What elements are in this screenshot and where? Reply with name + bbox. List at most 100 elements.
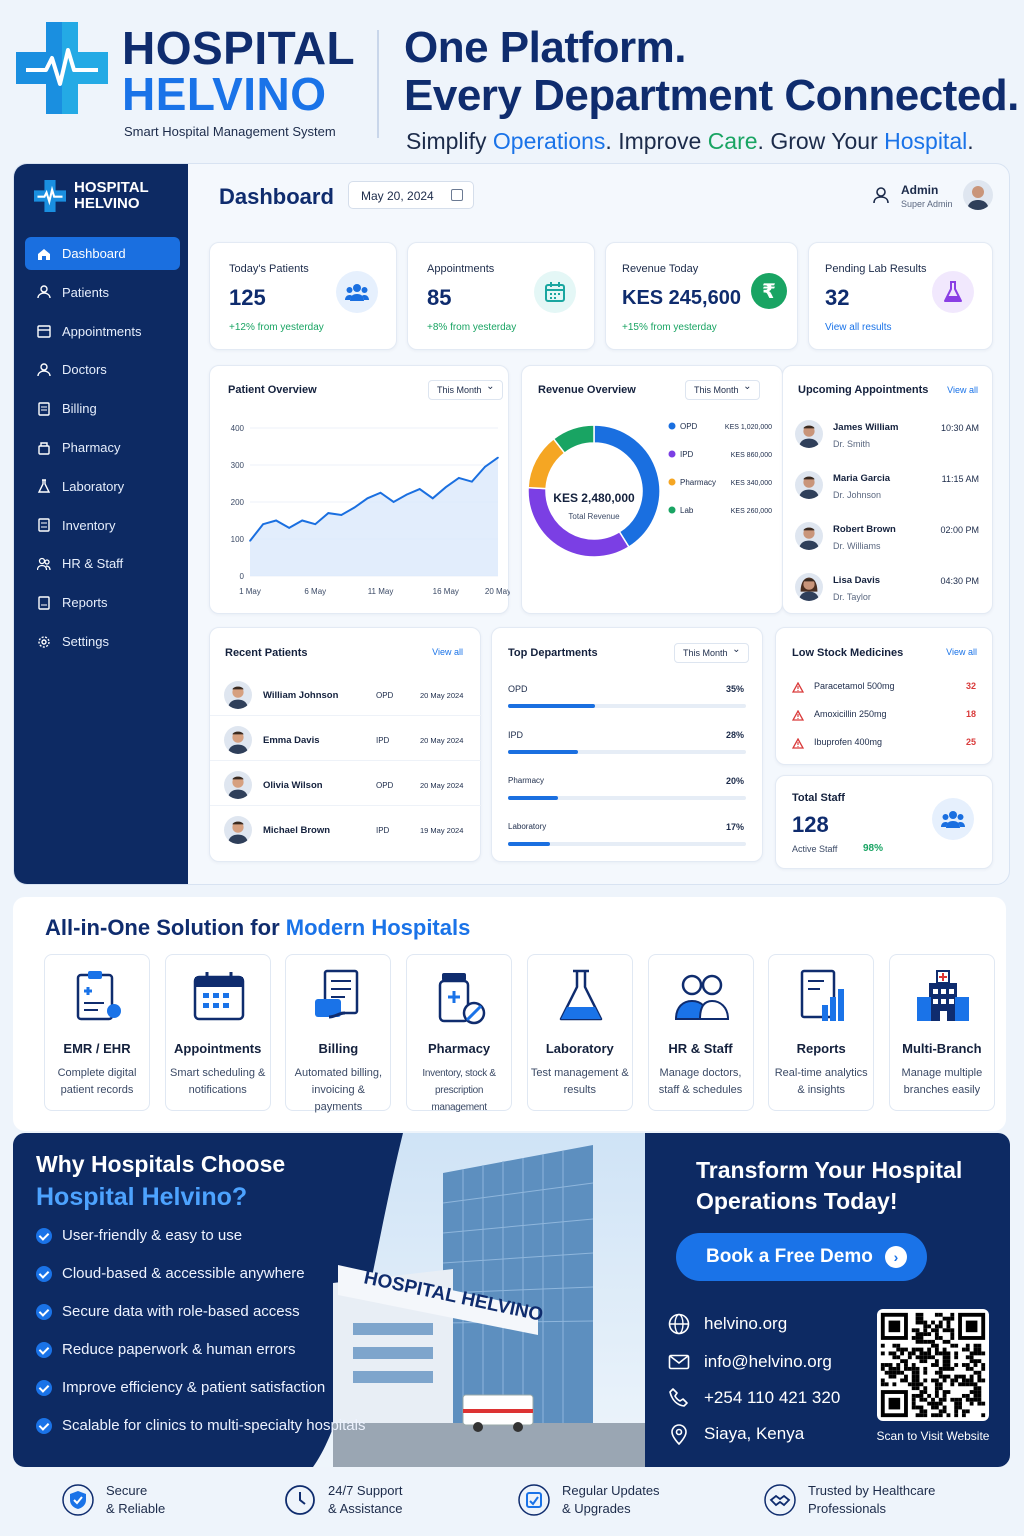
footer-support: 24/7 Support & Assistance bbox=[284, 1482, 402, 1518]
feature-card-laboratory[interactable]: Laboratory Test management & results bbox=[526, 954, 633, 1111]
legend-label: OPD bbox=[680, 422, 698, 431]
cta-title: Transform Your Hospital Operations Today… bbox=[696, 1157, 963, 1214]
appointment-doctor: Dr. Williams bbox=[833, 541, 881, 551]
feature-card-pharmacy[interactable]: Pharmacy Inventory, stock & prescription … bbox=[406, 954, 513, 1113]
feature-card-emr-ehr[interactable]: EMR / EHR Complete digital patient record… bbox=[44, 954, 150, 1111]
top-departments-card: Top Departments This Month OPD 35% IPD 28% P… bbox=[491, 627, 763, 862]
patients-group-icon bbox=[336, 271, 378, 313]
department-pct: 35% bbox=[725, 684, 744, 694]
department-bar bbox=[508, 796, 558, 800]
appointment-patient-name: James William bbox=[833, 422, 899, 433]
sidebar-item-label: Reports bbox=[62, 595, 108, 611]
headline-line2: Every Department Connected. bbox=[404, 71, 1019, 120]
update-icon bbox=[518, 1484, 550, 1516]
appointment-row[interactable]: James William Dr. Smith 10:30 AM bbox=[783, 416, 994, 460]
page-title: Dashboard bbox=[219, 184, 334, 209]
kpi-card-revenue[interactable]: Revenue Today KES 245,600 +15% from yest… bbox=[605, 242, 798, 350]
sidebar-item-hr-staff[interactable]: HR & Staff bbox=[25, 547, 180, 580]
sidebar-item-label: HR & Staff bbox=[62, 556, 124, 572]
active-staff-label: Active Staff bbox=[792, 844, 838, 854]
feature-card-hr-staff[interactable]: HR & Staff Manage doctors, staff & schedu… bbox=[647, 954, 754, 1111]
table-row[interactable]: Michael Brown IPD 19 May 2024 bbox=[210, 811, 482, 851]
department-bar-track bbox=[508, 796, 746, 800]
sidebar-item-pharmacy[interactable]: Pharmacy bbox=[25, 431, 180, 464]
sidebar-item-patients[interactable]: Patients bbox=[25, 276, 180, 309]
why-item-text: Improve efficiency & patient satisfactio… bbox=[62, 1379, 326, 1396]
upcoming-view-all-link[interactable]: View all bbox=[947, 385, 978, 395]
sidebar-item-appointments[interactable]: Appointments bbox=[25, 315, 180, 348]
view-lab-results-link[interactable]: View all results bbox=[825, 322, 892, 333]
sidebar-item-settings[interactable]: Settings bbox=[25, 625, 180, 658]
billing-invoice-icon bbox=[311, 969, 367, 1025]
department-bar bbox=[508, 750, 578, 754]
phone-link[interactable]: +254 110 421 320 bbox=[668, 1387, 840, 1409]
table-row[interactable]: Emma Davis IPD 20 May 2024 bbox=[210, 721, 482, 761]
email-link[interactable]: info@helvino.org bbox=[668, 1351, 832, 1373]
avatar bbox=[795, 573, 823, 601]
patient-overview-chart: 400 300 200 100 0 1 May 6 May 11 May 16 May 20 Ma… bbox=[231, 424, 510, 596]
calendar-icon bbox=[534, 271, 576, 313]
medicine-name: Ibuprofen 400mg bbox=[814, 737, 883, 747]
qr-caption: Scan to Visit Website bbox=[876, 1429, 990, 1443]
sidebar-item-dashboard[interactable]: Dashboard bbox=[25, 237, 180, 270]
total-staff-card: Total Staff 128 Active Staff 98% bbox=[775, 775, 993, 869]
top-departments-filter[interactable]: This Month bbox=[674, 643, 749, 663]
footer-secure: Secure & Reliable bbox=[62, 1482, 165, 1518]
card-title: Top Departments bbox=[508, 647, 598, 659]
hospital-building-image: HOSPITAL HELVINO bbox=[313, 1133, 645, 1467]
website-link[interactable]: helvino.org bbox=[668, 1313, 787, 1335]
patient-type: OPD bbox=[376, 691, 394, 700]
patient-type: IPD bbox=[376, 826, 390, 835]
sidebar-item-label: Billing bbox=[62, 401, 97, 417]
data-point bbox=[444, 486, 447, 488]
medicine-name: Paracetamol 500mg bbox=[814, 681, 895, 691]
feature-desc: Inventory, stock & prescription manageme… bbox=[422, 1068, 496, 1113]
book-demo-button[interactable]: Book a Free Demo › bbox=[676, 1233, 927, 1281]
admin-avatar[interactable] bbox=[963, 180, 993, 210]
recent-patients-view-all-link[interactable]: View all bbox=[432, 647, 463, 657]
hr-staff-icon bbox=[674, 969, 730, 1025]
feature-card-reports[interactable]: Reports Real-time analytics & insights bbox=[768, 954, 875, 1111]
kpi-card-patients[interactable]: Today's Patients 125 +12% from yesterday bbox=[209, 242, 397, 350]
pharmacy-bottle-icon bbox=[432, 969, 488, 1025]
appointment-row[interactable]: Maria Garcia Dr. Johnson 11:15 AM bbox=[783, 467, 994, 511]
patient-name: William Johnson bbox=[263, 690, 339, 701]
appointment-row[interactable]: Robert Brown Dr. Williams 02:00 PM bbox=[783, 518, 994, 562]
feature-desc: Manage multiple branches easily bbox=[901, 1067, 983, 1096]
department-label: Pharmacy bbox=[508, 776, 545, 785]
feature-card-billing[interactable]: Billing Automated billing, invoicing & pa… bbox=[285, 954, 392, 1113]
gear-icon bbox=[37, 635, 51, 649]
sidebar-item-billing[interactable]: Billing bbox=[25, 392, 180, 425]
patient-date: 20 May 2024 bbox=[420, 736, 464, 745]
qr-code[interactable] bbox=[877, 1309, 989, 1421]
feature-name: EMR / EHR bbox=[63, 1041, 131, 1056]
table-row[interactable]: William Johnson OPD 20 May 2024 bbox=[210, 676, 482, 716]
feature-card-appointments[interactable]: Appointments Smart scheduling & notificat… bbox=[164, 954, 271, 1111]
feature-card-multi-branch[interactable]: Multi-Branch Manage multiple branches eas… bbox=[888, 954, 995, 1111]
appointment-time: 02:00 PM bbox=[940, 525, 979, 535]
feature-name: HR & Staff bbox=[668, 1041, 733, 1056]
table-row[interactable]: Olivia Wilson OPD 20 May 2024 bbox=[210, 766, 482, 806]
legend-swatch bbox=[668, 478, 676, 486]
sidebar-item-reports[interactable]: Reports bbox=[25, 586, 180, 619]
avatar bbox=[224, 771, 252, 799]
kpi-card-appointments[interactable]: Appointments 85 +8% from yesterday bbox=[407, 242, 595, 350]
low-stock-view-all-link[interactable]: View all bbox=[946, 647, 977, 657]
active-staff-pct: 98% bbox=[863, 843, 884, 854]
why-item-text: User-friendly & easy to use bbox=[62, 1227, 243, 1244]
sidebar-item-laboratory[interactable]: Laboratory bbox=[25, 470, 180, 503]
warning-icon bbox=[791, 736, 805, 754]
sidebar-item-inventory[interactable]: Inventory bbox=[25, 509, 180, 542]
sidebar-item-doctors[interactable]: Doctors bbox=[25, 353, 180, 386]
low-stock-card: Low Stock Medicines View all Paracetamol… bbox=[775, 627, 993, 765]
handshake-icon bbox=[764, 1484, 796, 1516]
appointment-row[interactable]: Lisa Davis Dr. Taylor 04:30 PM bbox=[783, 569, 994, 613]
why-item-text: Scalable for clinics to multi-specialty … bbox=[62, 1417, 366, 1434]
x-tick-label: 6 May bbox=[304, 587, 326, 596]
revenue-overview-filter[interactable]: This Month bbox=[685, 380, 760, 400]
admin-role: Super Admin bbox=[901, 199, 953, 209]
appointment-time: 11:15 AM bbox=[941, 474, 979, 484]
date-picker[interactable]: May 20, 2024 bbox=[348, 181, 474, 209]
patient-overview-filter[interactable]: This Month bbox=[428, 380, 503, 400]
kpi-card-lab-results[interactable]: Pending Lab Results 32 View all results bbox=[808, 242, 993, 350]
